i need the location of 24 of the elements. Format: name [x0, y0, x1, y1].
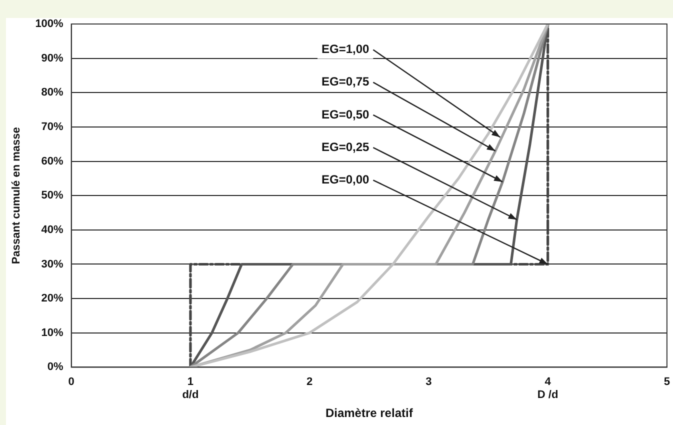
annotation: EG=0,50 [321, 107, 370, 122]
x-tick-label: 3 [426, 376, 432, 388]
annotation: EG=1,00 [321, 42, 370, 56]
y-tick-label: 90% [41, 52, 64, 64]
y-tick-label: 80% [41, 86, 64, 99]
x-tick-label: 0 [68, 376, 74, 388]
y-tick-label: 0% [47, 361, 64, 374]
y-tick-label: 60% [41, 155, 64, 168]
y-tick-label: 10% [41, 326, 64, 339]
x-tick-label: 4 D /d [537, 376, 558, 402]
y-tick-label: 70% [41, 120, 64, 133]
y-tick-label: 40% [41, 224, 64, 236]
y-axis-title: Passant cumulé en masse [10, 127, 23, 264]
annotation: EG=0,00 [321, 172, 370, 186]
x-tick-label: 5 [664, 376, 670, 388]
y-tick-label: 100% [35, 18, 64, 30]
y-tick-label: 20% [41, 292, 64, 305]
x-axis-title: Diamètre relatif [325, 406, 414, 420]
x-tick-label: 1 d/d [182, 376, 199, 402]
y-tick-label: 30% [41, 258, 64, 270]
annotation: EG=0,25 [321, 140, 370, 154]
y-tick-label: 50% [41, 190, 64, 202]
x-tick-label: 2 [306, 376, 313, 388]
annotation: EG=0,75 [321, 74, 370, 89]
